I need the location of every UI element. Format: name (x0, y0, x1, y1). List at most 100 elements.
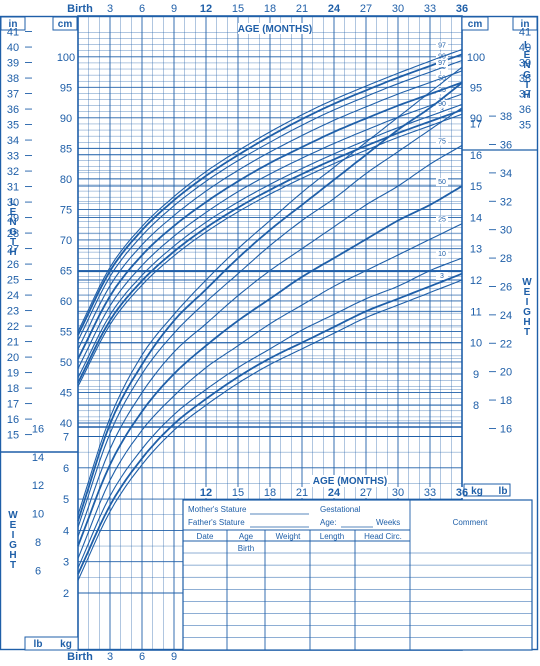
length-in-left: 40 (7, 42, 19, 54)
length-in-right: 38 (519, 73, 531, 85)
bottom-tick-label: 9 (171, 651, 177, 661)
weight-lb-right: 34 (500, 168, 512, 180)
length-cm-right: 100 (467, 52, 485, 64)
unit-in-left: in (9, 19, 18, 30)
percentile-label-length: 50 (438, 75, 446, 82)
length-cm-left: 55 (60, 326, 72, 338)
tick-bg (293, 487, 311, 498)
percentile-curve-weight-10 (77, 257, 463, 569)
tick-bg (357, 487, 375, 498)
percentile-label-bg (436, 250, 448, 259)
weight-lb-left: 10 (32, 509, 44, 521)
percentile-curve-weight-97 (77, 66, 463, 515)
unit-cm-left: cm (58, 19, 73, 30)
length-cm-left: 50 (60, 357, 72, 369)
form-mothers-stature: Mother's Stature (188, 505, 247, 514)
weight-kg-right: 12 (470, 275, 482, 287)
side-label-weight-right: I (526, 297, 529, 308)
weight-kg-right: 8 (473, 400, 479, 412)
tick-bg (389, 487, 407, 498)
mid-axis-tick: 30 (392, 487, 404, 499)
weight-lb-left: 12 (32, 480, 44, 492)
percentile-curves: 31025507590973102550759097 (77, 41, 463, 581)
top-tick-label: 33 (424, 3, 436, 15)
weight-kg-right: 10 (470, 338, 482, 350)
length-cm-left: 100 (57, 52, 75, 64)
length-in-left: 18 (7, 383, 19, 395)
side-label-weight-right: W (522, 277, 532, 288)
top-tick-label: 24 (328, 3, 341, 15)
top-tick-label: 30 (392, 3, 404, 15)
percentile-label-bg (436, 137, 448, 146)
top-tick-label: 15 (232, 3, 244, 15)
length-in-right: 40 (519, 42, 531, 54)
percentile-label-bg (436, 215, 448, 224)
percentile-label-bg (436, 272, 448, 280)
weight-lb-right: 20 (500, 367, 512, 379)
side-label-length-right: N (523, 60, 530, 71)
side-label-length-right: L (524, 40, 530, 51)
weight-lb-left: 16 (32, 423, 44, 435)
weight-kg-left: 6 (63, 463, 69, 475)
percentile-curve-length-97 (77, 48, 463, 332)
length-in-left: 27 (7, 244, 19, 256)
form-box (182, 499, 533, 651)
bottom-tick-label: 6 (139, 651, 145, 661)
side-label-length-left: L (10, 197, 16, 208)
weight-lb-right: 30 (500, 225, 512, 237)
weight-lb-right: 36 (500, 139, 512, 151)
side-label-weight-right: G (523, 307, 531, 318)
percentile-curve-length-3 (77, 113, 463, 387)
axis-title-bg (238, 23, 312, 34)
length-in-left: 34 (7, 135, 19, 147)
length-in-left: 33 (7, 151, 19, 163)
mid-unit-kg: kg (471, 486, 483, 497)
weight-kg-left: 3 (63, 557, 69, 569)
percentile-label-weight: 50 (438, 179, 446, 186)
weight-lb-right: 32 (500, 196, 512, 208)
length-in-left: 25 (7, 275, 19, 287)
weight-lb-left: 8 (35, 537, 41, 549)
length-cm-left: 40 (60, 418, 72, 430)
tick-bg (197, 487, 215, 498)
length-in-left: 19 (7, 368, 19, 380)
length-in-left: 15 (7, 430, 19, 442)
percentile-curve-length-5 (77, 109, 463, 384)
form-column-header: Length (320, 532, 344, 541)
side-label-length-right: E (524, 50, 531, 61)
unit-box (463, 483, 511, 497)
length-cm-left: 80 (60, 174, 72, 186)
side-label-weight-left: W (8, 510, 18, 521)
percentile-curve-length-90 (77, 59, 463, 341)
percentile-curve-weight-50 (77, 185, 463, 547)
tick-bg (325, 487, 343, 498)
side-label-length-right: H (523, 90, 530, 101)
side-label-weight-left: E (10, 520, 17, 531)
percentile-label-weight: 25 (438, 217, 446, 224)
tick-bg (261, 487, 279, 498)
percentile-curve-length-95 (77, 53, 463, 336)
length-in-left: 21 (7, 337, 19, 349)
weight-lb-left: 14 (32, 452, 44, 464)
unit-box (512, 16, 538, 31)
top-tick-label: Birth (67, 3, 93, 15)
percentile-curve-weight-5 (77, 272, 463, 575)
side-label-weight-right: H (523, 317, 530, 328)
form-comment: Comment (453, 518, 488, 527)
bottom-unit-lb: lb (34, 639, 43, 650)
length-in-left: 35 (7, 120, 19, 132)
weight-lb-right: 28 (500, 253, 512, 265)
weight-kg-left: 2 (63, 588, 69, 600)
mid-unit-lb: lb (499, 486, 508, 497)
top-tick-label: 21 (296, 3, 308, 15)
length-in-left: 37 (7, 89, 19, 101)
mid-axis-tick: 33 (424, 487, 436, 499)
side-label-length-right: T (524, 80, 530, 91)
length-cm-left: 90 (60, 113, 72, 125)
mid-axis-tick: 21 (296, 487, 308, 499)
length-cm-left: 75 (60, 204, 72, 216)
mid-axis-tick: 24 (328, 487, 341, 499)
top-tick-label: 9 (171, 3, 177, 15)
percentile-label-bg (436, 178, 448, 187)
length-in-right: 36 (519, 104, 531, 116)
